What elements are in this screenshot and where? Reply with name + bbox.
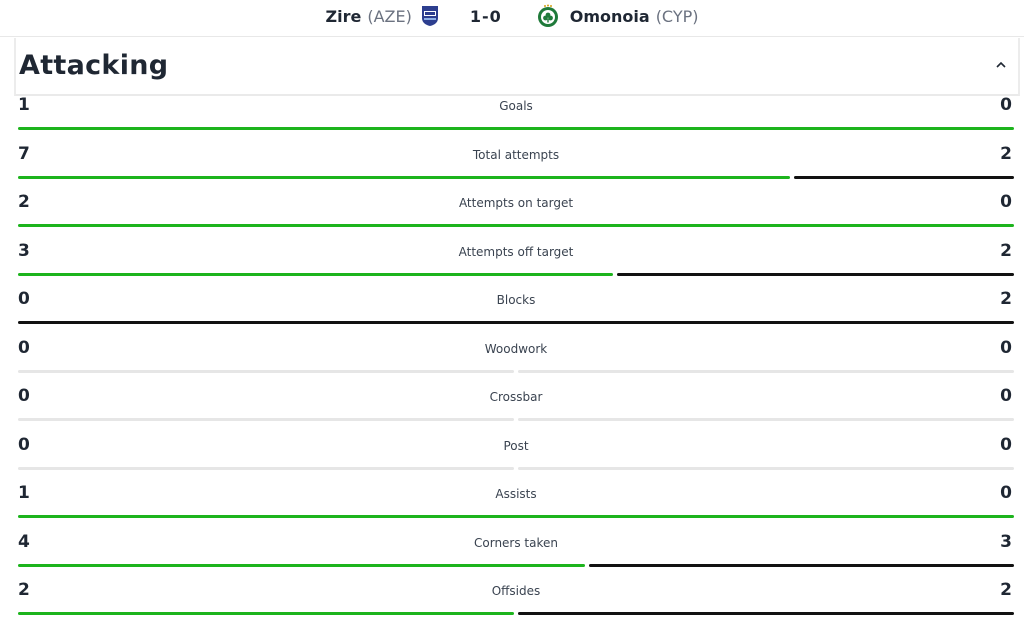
header-divider — [0, 36, 1024, 37]
collapse-button[interactable] — [992, 56, 1010, 74]
stat-bar-home — [18, 467, 514, 470]
stat-label: Goals — [499, 99, 533, 113]
stat-away-value: 0 — [1000, 386, 1012, 406]
stat-home-value: 3 — [18, 241, 30, 261]
stat-away-value: 0 — [1000, 435, 1012, 455]
away-crest-icon — [536, 4, 560, 28]
stat-away-value: 0 — [1000, 192, 1012, 212]
stat-row: 4 Corners taken 3 — [18, 532, 1014, 582]
stat-home-value: 0 — [18, 289, 30, 309]
stat-row: 7 Total attempts 2 — [18, 144, 1014, 194]
stat-bar — [18, 176, 1014, 179]
section-title: Attacking — [19, 50, 169, 81]
stat-bar-home — [18, 224, 1014, 227]
stat-bar-away — [18, 321, 1014, 324]
stat-home-value: 0 — [18, 386, 30, 406]
stat-away-value: 0 — [1000, 483, 1012, 503]
stat-bar — [18, 564, 1014, 567]
stat-away-value: 0 — [1000, 338, 1012, 358]
stat-home-value: 7 — [18, 144, 30, 164]
stat-bar-home — [18, 612, 514, 615]
stat-home-value: 1 — [18, 483, 30, 503]
stat-away-value: 0 — [1000, 95, 1012, 115]
stat-bar-home — [18, 370, 514, 373]
stat-bar — [18, 370, 1014, 373]
stat-bar — [18, 612, 1014, 615]
stat-away-value: 2 — [1000, 580, 1012, 600]
away-team[interactable]: Omonoia (CYP) — [570, 7, 699, 26]
stat-away-value: 2 — [1000, 241, 1012, 261]
stat-home-value: 1 — [18, 95, 30, 115]
stat-row: 1 Goals 0 — [18, 95, 1014, 145]
stat-row: 0 Woodwork 0 — [18, 338, 1014, 388]
stat-bar-away — [617, 273, 1014, 276]
stat-label: Assists — [495, 487, 537, 501]
stat-bar — [18, 321, 1014, 324]
stat-label: Attempts on target — [458, 196, 574, 210]
stat-row: 2 Offsides 2 — [18, 580, 1014, 630]
stat-row: 0 Crossbar 0 — [18, 386, 1014, 436]
stat-bar-home — [18, 515, 1014, 518]
stat-bar-away — [518, 370, 1014, 373]
chevron-up-icon — [995, 58, 1007, 72]
stat-home-value: 4 — [18, 532, 30, 552]
home-crest-icon — [420, 5, 440, 27]
stat-bar — [18, 467, 1014, 470]
stat-row: 2 Attempts on target 0 — [18, 192, 1014, 242]
stat-bar-home — [18, 127, 1014, 130]
stat-away-value: 2 — [1000, 144, 1012, 164]
stat-home-value: 0 — [18, 338, 30, 358]
stat-bar-away — [518, 612, 1014, 615]
match-score: 1-0 — [469, 6, 502, 26]
home-team[interactable]: Zire (AZE) — [326, 7, 412, 26]
stat-label: Post — [503, 439, 529, 453]
stat-away-value: 3 — [1000, 532, 1012, 552]
home-team-country: (AZE) — [367, 6, 412, 26]
stat-row: 1 Assists 0 — [18, 483, 1014, 533]
stat-home-value: 2 — [18, 580, 30, 600]
stat-label: Woodwork — [484, 342, 548, 356]
stat-away-value: 2 — [1000, 289, 1012, 309]
away-team-country: (CYP) — [655, 6, 699, 26]
match-header: Zire (AZE) 1-0 Omonoia (CYP) — [0, 0, 1024, 32]
stat-home-value: 2 — [18, 192, 30, 212]
stat-home-value: 0 — [18, 435, 30, 455]
stat-label: Attempts off target — [458, 245, 574, 259]
stat-bar — [18, 127, 1014, 130]
stat-label: Offsides — [491, 584, 541, 598]
stat-bar-home — [18, 418, 514, 421]
stat-label: Crossbar — [489, 390, 543, 404]
stat-bar-away — [588, 564, 1014, 567]
stat-bar — [18, 515, 1014, 518]
stat-bar-away — [518, 418, 1014, 421]
stat-bar-away — [518, 467, 1014, 470]
stat-bar — [18, 273, 1014, 276]
home-team-name: Zire — [325, 6, 362, 26]
away-team-name: Omonoia — [569, 6, 650, 26]
stat-bar-home — [18, 273, 614, 276]
stat-row: 0 Blocks 2 — [18, 289, 1014, 339]
stat-row: 3 Attempts off target 2 — [18, 241, 1014, 291]
stat-bar — [18, 224, 1014, 227]
stat-bar-away — [793, 176, 1014, 179]
section-card — [14, 38, 1020, 96]
stat-label: Corners taken — [474, 536, 558, 550]
stat-label: Blocks — [496, 293, 536, 307]
stat-bar-home — [18, 564, 585, 567]
stat-bar-home — [18, 176, 790, 179]
stat-bar — [18, 418, 1014, 421]
stat-label: Total attempts — [472, 148, 560, 162]
stat-row: 0 Post 0 — [18, 435, 1014, 485]
